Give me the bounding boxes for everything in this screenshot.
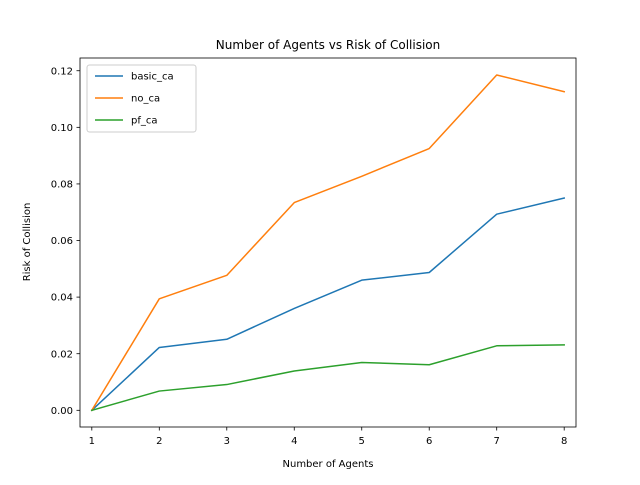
series-line-no_ca [90, 74, 566, 412]
legend: basic_ca no_ca pf_ca [86, 64, 197, 133]
y-tick-label: 0.04 [51, 293, 73, 304]
legend-label-basic_ca: basic_ca [131, 72, 174, 83]
y-tick-label: 0.10 [51, 123, 73, 134]
x-tick-label: 6 [426, 436, 432, 447]
legend-label-pf_ca: pf_ca [131, 116, 158, 127]
x-tick-label: 8 [561, 436, 567, 447]
series-line-pf_ca [90, 344, 565, 412]
y-tick-label: 0.12 [51, 66, 73, 77]
y-axis-label: Risk of Collision [22, 203, 33, 282]
y-tick-label: 0.00 [51, 406, 73, 417]
axes-frame [79, 57, 577, 428]
x-tick-label: 7 [494, 436, 500, 447]
x-tick-label: 1 [89, 436, 95, 447]
x-tick-label: 5 [359, 436, 365, 447]
x-tick-label: 3 [224, 436, 230, 447]
chart-title: Number of Agents vs Risk of Collision [216, 38, 440, 52]
legend-label-no_ca: no_ca [131, 94, 160, 105]
x-axis-label: Number of Agents [283, 459, 374, 470]
y-tick-label: 0.02 [51, 349, 73, 360]
series-line-basic_ca [90, 197, 566, 412]
y-tick-label: 0.08 [51, 180, 73, 191]
y-tick-label: 0.06 [51, 236, 73, 247]
plot-area [90, 74, 566, 412]
x-tick-label: 4 [291, 436, 297, 447]
legend-box [86, 64, 197, 133]
x-tick-label: 2 [156, 436, 162, 447]
axes: 1 2 3 4 5 6 7 8 0.00 0.02 0.04 0.06 0.08 0.10 0.12 [51, 57, 577, 447]
